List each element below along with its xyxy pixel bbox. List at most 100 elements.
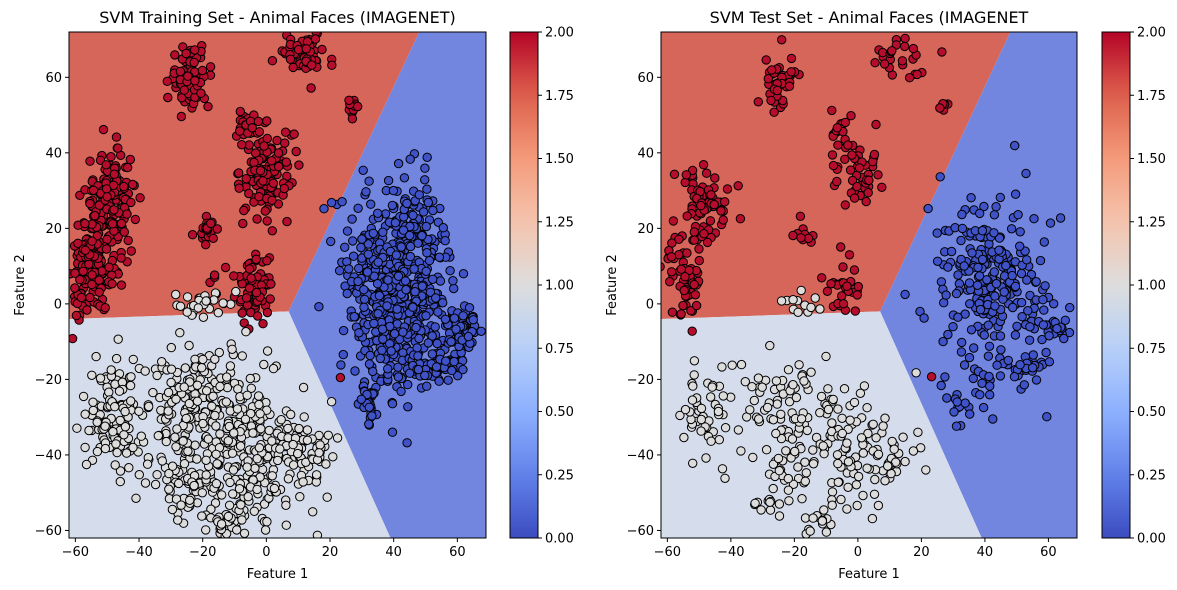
- scatter-point: [210, 498, 221, 508]
- scatter-point: [706, 392, 716, 402]
- scatter-point: [1037, 334, 1047, 345]
- scatter-point: [769, 107, 779, 117]
- scatter-point: [283, 423, 293, 434]
- scatter-point: [413, 364, 424, 375]
- scatter-point: [386, 346, 396, 356]
- scatter-point: [201, 386, 212, 396]
- scatter-point: [846, 111, 856, 121]
- scatter-point: [989, 228, 999, 238]
- scatter-point: [833, 477, 843, 487]
- scatter-point: [85, 156, 95, 166]
- scatter-point: [232, 525, 242, 535]
- scatter-point: [190, 76, 200, 86]
- scatter-point: [420, 175, 430, 185]
- scatter-point: [82, 305, 92, 315]
- scatter-point: [201, 455, 211, 465]
- scatter-point: [248, 428, 258, 438]
- scatter-point: [1013, 210, 1023, 220]
- scatter-point: [994, 245, 1004, 255]
- scatter-point: [733, 181, 743, 191]
- scatter-point: [253, 311, 263, 321]
- scatter-point: [344, 264, 354, 274]
- scatter-point: [832, 176, 842, 187]
- scatter-point: [249, 157, 259, 168]
- scatter-point: [369, 271, 379, 281]
- scatter-point: [816, 391, 827, 402]
- scatter-point: [164, 484, 174, 494]
- scatter-point: [220, 262, 231, 273]
- scatter-point: [302, 435, 313, 445]
- scatter-point: [985, 390, 995, 400]
- scatter-point: [299, 412, 309, 422]
- scatter-point: [687, 395, 698, 405]
- scatter-point: [774, 511, 785, 521]
- scatter-point: [840, 154, 850, 165]
- scatter-point: [285, 54, 296, 64]
- y-tick-label: 20: [637, 222, 654, 237]
- scatter-point: [262, 517, 272, 527]
- scatter-point: [838, 299, 849, 309]
- scatter-point: [391, 250, 402, 260]
- scatter-point: [134, 470, 145, 480]
- scatter-point: [666, 252, 677, 262]
- scatter-point: [327, 60, 337, 70]
- scatter-point: [80, 218, 90, 229]
- scatter-points: [69, 32, 486, 538]
- scatter-point: [410, 287, 420, 297]
- scatter-point: [837, 413, 847, 423]
- scatter-point: [414, 333, 424, 344]
- scatter-point: [288, 460, 299, 470]
- scatter-point: [282, 216, 292, 227]
- x-tick-label: −20: [781, 545, 808, 560]
- scatter-point: [840, 117, 851, 128]
- scatter-point: [873, 170, 883, 180]
- scatter-point: [767, 65, 777, 75]
- scatter-point: [409, 264, 419, 274]
- scatter-point: [827, 418, 837, 428]
- scatter-point: [977, 378, 987, 388]
- scatter-point: [115, 476, 126, 487]
- scatter-point: [280, 138, 290, 148]
- scatter-point: [678, 300, 688, 311]
- scatter-point: [348, 251, 359, 261]
- scatter-point: [842, 438, 852, 448]
- scatter-point: [464, 303, 475, 313]
- scatter-point: [753, 373, 764, 383]
- scatter-point: [765, 497, 775, 507]
- scatter-point: [428, 205, 438, 216]
- scatter-point: [166, 377, 176, 388]
- scatter-point: [815, 304, 825, 314]
- scatter-point: [1038, 295, 1048, 305]
- scatter-point: [322, 492, 332, 502]
- scatter-point: [458, 269, 469, 279]
- scatter-point: [802, 425, 812, 436]
- scatter-point: [836, 242, 846, 252]
- scatter-point: [361, 187, 371, 197]
- scatter-point: [122, 162, 133, 173]
- scatter-point: [966, 193, 976, 203]
- scatter-point: [340, 242, 350, 253]
- colorbar: 0.00 0.25 0.50 0.75 1.00 1.25 1.50 1.75 2.00: [509, 26, 574, 547]
- plot-area: [69, 32, 486, 538]
- scatter-point: [208, 233, 219, 244]
- x-tick-label: 20: [322, 545, 339, 560]
- scatter-point: [173, 515, 183, 525]
- scatter-point: [783, 485, 794, 495]
- colorbar-tick-label: 0.00: [545, 532, 574, 547]
- scatter-point: [943, 329, 953, 340]
- scatter-point: [706, 190, 716, 200]
- scatter-point: [791, 392, 802, 403]
- scatter-point: [796, 233, 806, 243]
- axes-frame: [68, 31, 487, 539]
- scatter-point: [192, 396, 203, 406]
- scatter-point: [422, 248, 432, 258]
- scatter-point: [163, 92, 173, 103]
- scatter-point: [197, 511, 207, 521]
- scatter-point: [363, 249, 373, 260]
- scatter-point: [682, 248, 692, 258]
- scatter-point: [969, 343, 979, 353]
- scatter-point: [111, 439, 121, 449]
- scatter-point: [110, 402, 120, 412]
- scatter-point: [957, 223, 968, 234]
- scatter-point: [403, 402, 413, 412]
